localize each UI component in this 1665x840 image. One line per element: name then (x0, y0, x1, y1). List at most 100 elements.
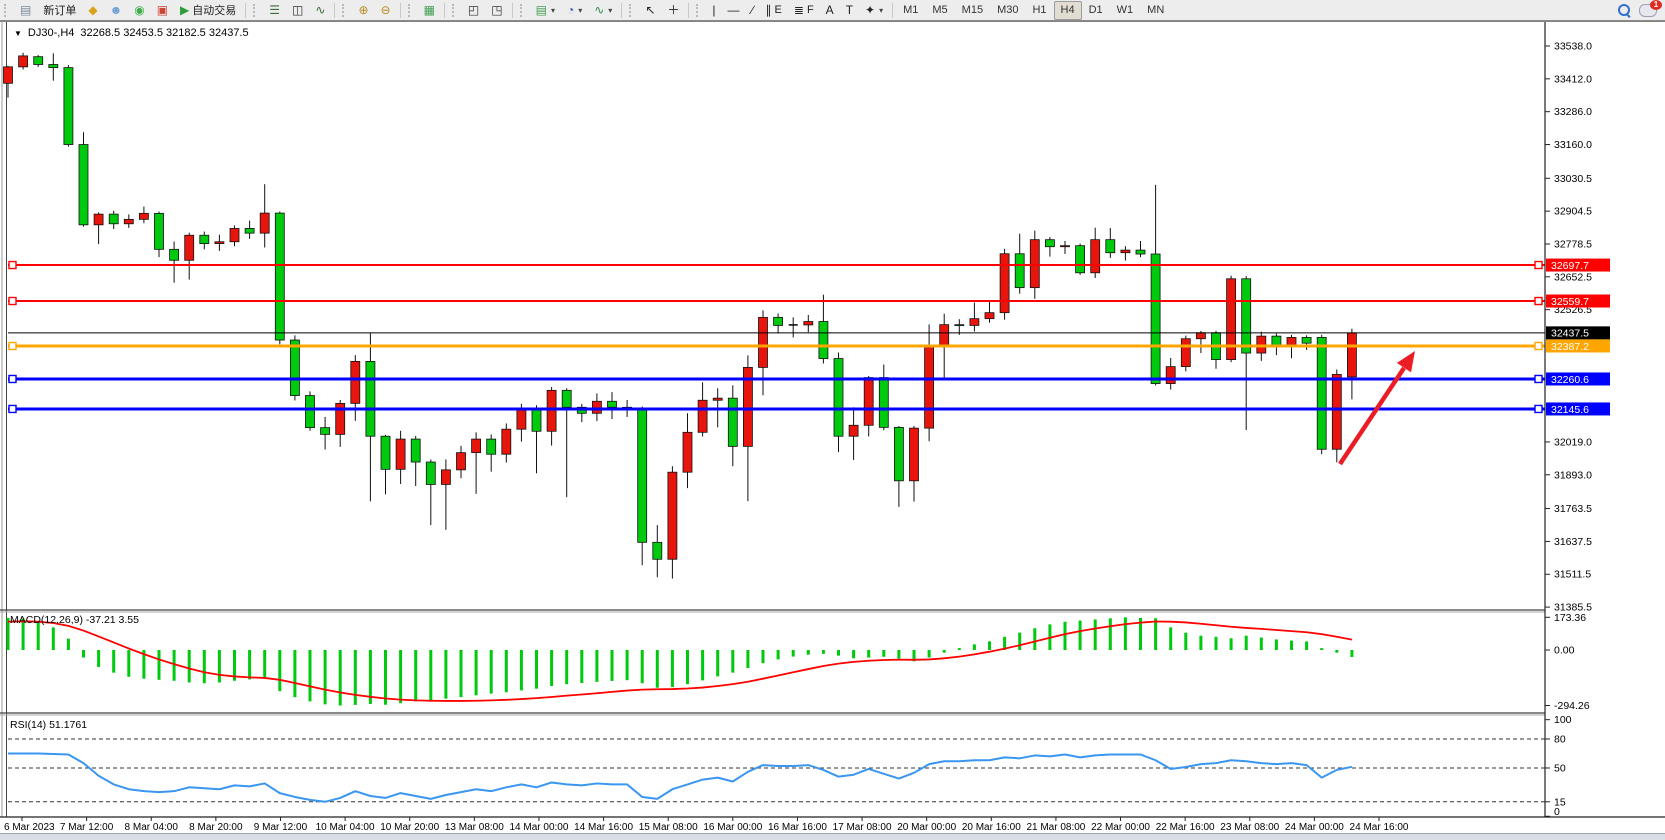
chart-window-icon[interactable]: ▤ (14, 0, 37, 20)
axis-tick-label: 33538.0 (1554, 41, 1592, 53)
timeframe-mn[interactable]: MN (1147, 4, 1165, 16)
axis-tick-label: 0.00 (1554, 645, 1575, 657)
axis-tick-label: 32437.5 (1551, 328, 1589, 340)
candle-body (1120, 249, 1131, 254)
candle-body (154, 212, 164, 250)
market-icon[interactable]: ▣ (151, 0, 174, 20)
toolbar-separator (511, 2, 513, 18)
vertical-line-icon[interactable]: | (706, 0, 721, 20)
auto-arrange-icon: ◰ (467, 3, 480, 17)
signals-icon[interactable]: ◉ (128, 0, 150, 20)
chevron-down-icon[interactable]: ▾ (879, 5, 884, 15)
arrows-tool-icon[interactable]: ✦ ▾ (859, 0, 889, 20)
chart-dropdown-icon[interactable]: ▼ (14, 28, 22, 38)
macd-histogram-bar (323, 650, 327, 705)
timeframe-m15[interactable]: M15 (961, 4, 984, 16)
timeframe-w1[interactable]: W1 (1116, 4, 1134, 16)
auto-arrange-icon[interactable]: ◰ (462, 0, 485, 20)
crosshair-icon[interactable]: ＋ (661, 0, 685, 20)
resistance-line-2-left-handle[interactable] (8, 296, 17, 306)
candle-body (818, 321, 829, 359)
toolbar-group-chart-types: ☰ ◫ ∿ (263, 0, 331, 20)
resistance-line-2-right-handle[interactable] (1534, 296, 1543, 306)
toolbar-grip (342, 3, 349, 17)
chat-icon[interactable]: 1 (1639, 0, 1662, 17)
expert-advisors-icon[interactable]: ◆ (82, 0, 103, 20)
time-axis-label: 24 Mar 00:00 (1285, 822, 1344, 833)
axis-tick-label: 31511.5 (1554, 569, 1591, 581)
timeframe-h4[interactable]: H4 (1053, 0, 1082, 20)
cursor-icon[interactable]: ↖ (639, 0, 661, 20)
macd-histogram-bar (1274, 639, 1278, 650)
trendline-icon[interactable]: ∕ (746, 0, 760, 20)
support-line-2-left-handle[interactable] (8, 404, 17, 414)
macd-histogram-bar (550, 650, 554, 687)
resistance-line-1-left-handle[interactable] (8, 260, 17, 270)
pivot-line-right-handle[interactable] (1534, 341, 1543, 351)
pivot-line-left-handle[interactable] (8, 341, 17, 351)
new-order-button[interactable]: 新订单 (37, 0, 82, 20)
timeframe-m5[interactable]: M5 (932, 4, 948, 16)
resistance-line-1-right-handle[interactable] (1534, 260, 1543, 270)
channel-icon[interactable]: ∥ E (760, 0, 788, 20)
text-icon[interactable]: A (820, 0, 840, 20)
text-label-icon[interactable]: T (840, 0, 859, 20)
zoom-in-icon[interactable]: ⊕ (352, 0, 374, 20)
search-icon[interactable] (1618, 3, 1631, 18)
cascade-windows-icon[interactable]: ◳ (485, 0, 508, 20)
chevron-down-icon[interactable]: ▾ (578, 5, 583, 15)
line-chart-icon[interactable]: ∿ (309, 0, 331, 20)
timeframe-h1[interactable]: H1 (1032, 4, 1047, 16)
zoom-out-icon[interactable]: ⊖ (375, 0, 397, 20)
new-chart-icon[interactable]: ▤ ▾ (530, 0, 561, 20)
timeframe-d1[interactable]: D1 (1088, 4, 1103, 16)
price-axis (1545, 22, 1665, 817)
bar-chart-icon[interactable]: ☰ (263, 0, 286, 20)
macd-histogram-bar (263, 650, 267, 679)
chevron-down-icon[interactable]: ▾ (608, 5, 613, 15)
profile-icon[interactable]: ☻ (104, 0, 129, 20)
macd-histogram-bar (686, 650, 689, 685)
horizontal-line-icon[interactable]: — (722, 0, 746, 20)
macd-histogram-bar (1139, 617, 1142, 650)
candle-body (999, 253, 1010, 314)
tile-windows-icon[interactable]: ▦ (418, 0, 441, 20)
macd-histogram-bar (338, 650, 342, 706)
expert-advisors-icon: ◆ (88, 3, 98, 17)
time-axis-label: 14 Mar 00:00 (509, 822, 568, 833)
chart-canvas[interactable]: 33538.0 33412.0 33286.0 33160.0 33030.5 32904… (0, 20, 1665, 840)
search-icon (1625, 12, 1631, 18)
toolbar-separator (334, 2, 336, 18)
macd-histogram-bar (882, 650, 886, 657)
support-line-1-left-handle[interactable] (8, 374, 17, 384)
candle-body (637, 407, 648, 543)
axis-tick-label: 33412.0 (1554, 73, 1592, 85)
period-clock-icon[interactable]: ◔ ▾ (561, 0, 588, 20)
autotrading-button-label: 自动交易 (192, 5, 237, 17)
crosshair-icon: ＋ (667, 3, 680, 17)
support-line-2-right-handle[interactable] (1534, 404, 1543, 414)
macd-histogram-bar (384, 650, 387, 705)
time-axis-label: 17 Mar 08:00 (833, 822, 892, 833)
macd-histogram-bar (1259, 637, 1263, 650)
macd-histogram-bar (988, 641, 991, 650)
trend-arrow-head[interactable] (1396, 351, 1415, 373)
vertical-line-icon: | (712, 3, 716, 17)
macd-histogram-bar (278, 650, 282, 692)
timeframe-m30[interactable]: M30 (997, 4, 1019, 16)
candlestick-chart-icon[interactable]: ◫ (286, 0, 309, 20)
trend-arrow[interactable] (1338, 366, 1406, 466)
macd-histogram-bar (640, 650, 644, 684)
chevron-down-icon[interactable]: ▾ (550, 5, 555, 15)
autotrading-button: ▶ (180, 3, 190, 17)
candle-body (123, 218, 134, 225)
time-axis-label: 6 Mar 2023 (4, 822, 55, 833)
candle-body (1331, 374, 1342, 450)
indicators-icon[interactable]: ∿ ▾ (588, 0, 618, 20)
autotrading-button[interactable]: ▶ 自动交易 (174, 0, 242, 20)
timeframe-m1[interactable]: M1 (903, 4, 919, 16)
candle-body (1196, 332, 1206, 340)
fibonacci-icon[interactable]: ≣ F (788, 0, 820, 20)
time-axis-label: 24 Mar 16:00 (1350, 822, 1409, 833)
support-line-1-right-handle[interactable] (1534, 374, 1543, 384)
